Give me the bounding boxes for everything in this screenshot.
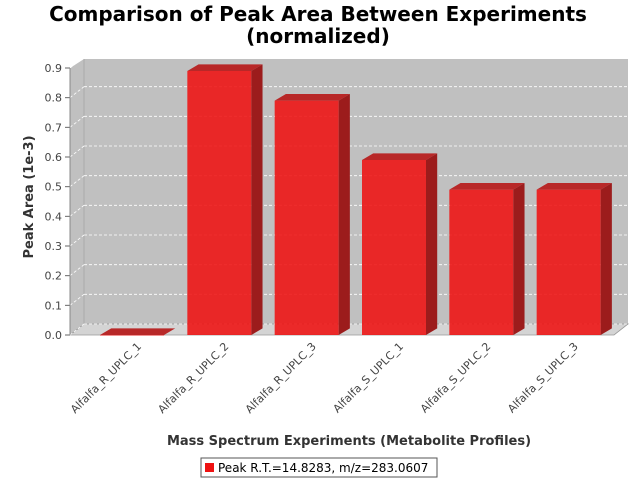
bar-side bbox=[600, 183, 612, 335]
bar bbox=[449, 189, 514, 335]
y-gridline-side bbox=[69, 234, 85, 247]
x-tick-label: Alfalfa_S_UPLC_3 bbox=[505, 340, 581, 416]
y-gridline-side bbox=[69, 323, 85, 336]
y-gridline-side bbox=[69, 86, 85, 98]
y-gridline-side bbox=[69, 264, 85, 276]
bar bbox=[362, 159, 426, 335]
plot-area: 0.0 0.1 0.2 0.3 0.4 0.5 0.6 0.7 0.8 0.9 Alfalfa_R_… bbox=[45, 56, 630, 416]
legend: Peak R.T.=14.8283, m/z=283.0607 bbox=[200, 457, 438, 478]
x-tick-label: Alfalfa_S_UPLC_1 bbox=[331, 340, 407, 416]
y-tick-label: 0.6 bbox=[45, 151, 63, 164]
legend-box bbox=[200, 457, 438, 478]
bar-side bbox=[513, 183, 525, 335]
y-tick-label: 0.3 bbox=[45, 240, 63, 253]
bar bbox=[100, 335, 164, 336]
y-tick-label: 0.2 bbox=[45, 270, 63, 283]
bar-top bbox=[536, 183, 612, 190]
y-gridline-side bbox=[69, 116, 85, 128]
y-gridline-side bbox=[69, 145, 85, 158]
y-gridline-side bbox=[69, 205, 85, 217]
legend-label: Peak R.T.=14.8283, m/z=283.0607 bbox=[218, 461, 428, 475]
x-tick-label: Alfalfa_R_UPLC_1 bbox=[68, 340, 144, 416]
y-tick-label: 0.5 bbox=[45, 181, 63, 194]
y-axis-title: Peak Area (1e-3) bbox=[22, 135, 37, 258]
x-tick-label: Alfalfa_S_UPLC_2 bbox=[418, 340, 494, 416]
y-tick-label: 0.1 bbox=[45, 299, 63, 312]
y-tick-label: 0.7 bbox=[45, 121, 63, 134]
y-tick-label: 0.4 bbox=[45, 210, 63, 223]
bar-top bbox=[362, 153, 438, 160]
legend-swatch bbox=[205, 463, 214, 472]
bar-top bbox=[449, 183, 525, 190]
bar-side bbox=[338, 94, 350, 336]
chart-title-line2: (normalized) bbox=[246, 24, 390, 48]
chart-title-line1: Comparison of Peak Area Between Experime… bbox=[49, 2, 587, 26]
bar-side bbox=[426, 153, 438, 335]
bar-top bbox=[100, 328, 176, 335]
y-tick-label: 0.0 bbox=[45, 329, 63, 342]
bar-side bbox=[251, 64, 263, 335]
bar bbox=[187, 70, 252, 335]
bar-top bbox=[187, 64, 263, 71]
y-gridline-side bbox=[69, 56, 85, 69]
y-gridline-side bbox=[69, 175, 85, 187]
y-tick-label: 0.8 bbox=[45, 92, 63, 105]
x-tick-label: Alfalfa_R_UPLC_3 bbox=[243, 340, 319, 416]
x-axis-title: Mass Spectrum Experiments (Metabolite Pr… bbox=[167, 434, 531, 449]
y-tick-label: 0.9 bbox=[45, 62, 63, 75]
bar bbox=[274, 100, 339, 335]
x-tick-label: Alfalfa_R_UPLC_2 bbox=[155, 340, 231, 416]
bar-top bbox=[274, 94, 350, 101]
bar bbox=[536, 189, 601, 335]
y-gridline-side bbox=[69, 294, 85, 306]
